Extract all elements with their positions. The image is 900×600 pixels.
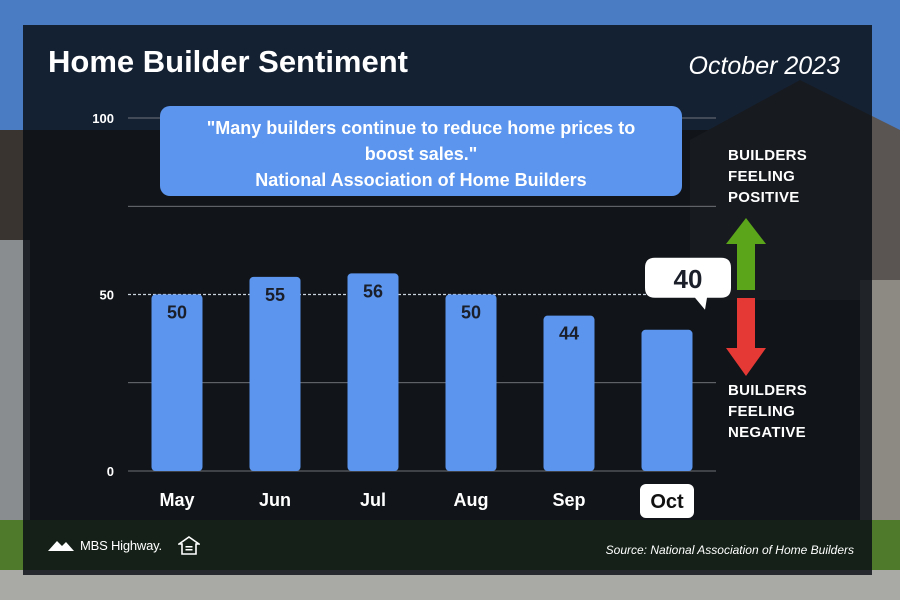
y-tick-label: 0 [107, 464, 114, 479]
x-tick-label: Oct [650, 491, 684, 513]
chart-title: Home Builder Sentiment [48, 44, 408, 79]
data-label: 40 [674, 264, 703, 294]
x-tick-label: Jul [360, 490, 386, 510]
legend-positive-label: BUILDERS FEELING POSITIVE [728, 147, 808, 206]
x-tick-label: Sep [552, 490, 585, 510]
x-tick-label: Aug [454, 490, 489, 510]
callout-bubble [645, 257, 731, 310]
date-label: October 2023 [688, 52, 841, 80]
quote-text: "Many builders continue to reduce home p… [206, 118, 636, 164]
quote-source: National Association of Home Builders [255, 170, 587, 190]
legend-negative-label: BUILDERS FEELING NEGATIVE [728, 382, 808, 441]
mbs-mountain-icon [48, 541, 74, 551]
bar-may [151, 294, 203, 471]
data-label: 55 [265, 285, 285, 305]
x-tick-label: May [159, 490, 194, 510]
equal-housing-icon [178, 536, 200, 555]
x-tick-label: Jun [259, 490, 291, 510]
data-label: 50 [167, 303, 187, 323]
bar-jul [347, 273, 399, 471]
bar-aug [445, 294, 497, 471]
y-tick-label: 50 [100, 288, 114, 303]
logo-text: MBS Highway. [80, 537, 162, 553]
bar-jun [249, 276, 301, 471]
y-tick-label: 100 [92, 111, 114, 126]
bar-sep [543, 315, 595, 471]
data-label: 56 [363, 281, 383, 301]
bar-oct [641, 329, 693, 471]
arrow-up-icon [726, 218, 766, 290]
arrow-down-icon [726, 298, 766, 376]
data-label: 44 [559, 324, 579, 344]
quote-box: "Many builders continue to reduce home p… [160, 106, 682, 196]
data-label: 50 [461, 303, 481, 323]
x-tick-highlight-bg [640, 484, 694, 518]
mbs-highway-logo: MBS Highway. [48, 537, 162, 553]
source-note: Source: National Association of Home Bui… [605, 543, 854, 557]
